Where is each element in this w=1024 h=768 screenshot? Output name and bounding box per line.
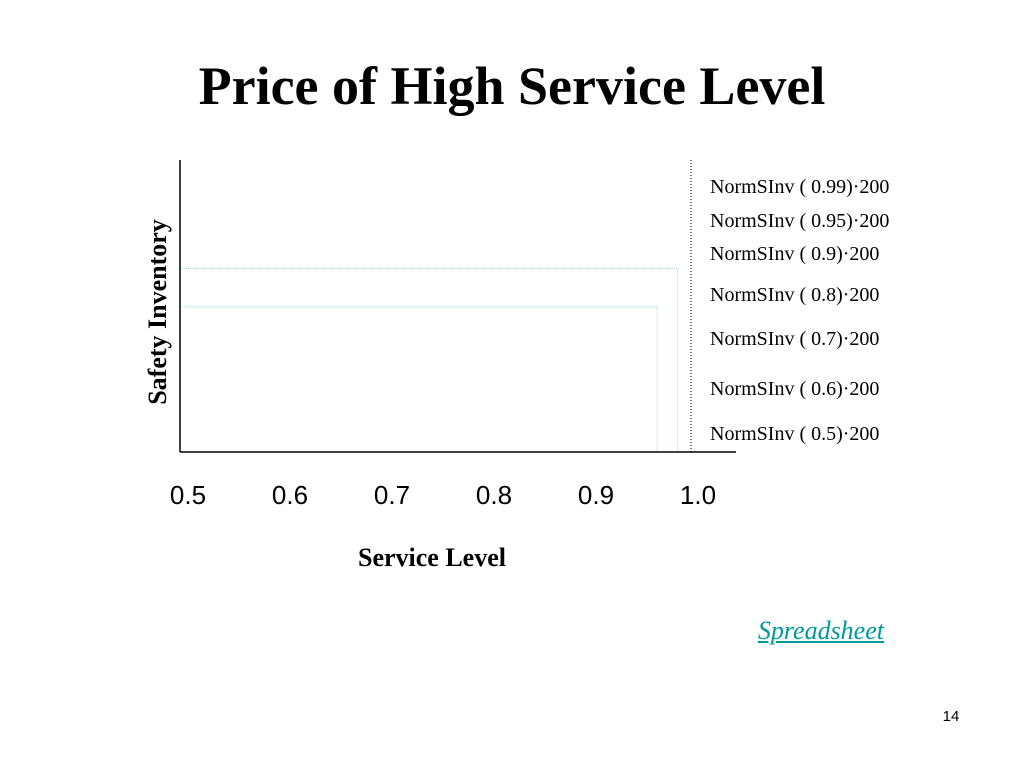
guide-line <box>180 306 658 452</box>
y-level-label: NormSInv ( 0.5)·200 <box>710 423 879 445</box>
x-tick-label: 0.7 <box>374 480 410 510</box>
spreadsheet-link[interactable]: Spreadsheet <box>757 616 884 645</box>
slide-title: Price of High Service Level <box>198 56 826 116</box>
y-level-label: NormSInv ( 0.95)·200 <box>710 210 889 232</box>
y-level-label: NormSInv ( 0.9)·200 <box>710 243 879 265</box>
x-tick-label: 1.0 <box>680 480 716 510</box>
y-level-label: NormSInv ( 0.6)·200 <box>710 378 879 400</box>
x-tick-label: 0.8 <box>476 480 512 510</box>
guide-line <box>180 267 679 452</box>
x-tick-label: 0.5 <box>170 480 206 510</box>
y-level-label: NormSInv ( 0.7)·200 <box>710 328 879 350</box>
x-tick-label: 0.6 <box>272 480 308 510</box>
y-axis-label: Safety Inventory <box>143 219 172 405</box>
page-number: 14 <box>942 708 960 725</box>
y-level-label: NormSInv ( 0.99)·200 <box>710 176 889 198</box>
y-level-label: NormSInv ( 0.8)·200 <box>710 284 879 306</box>
x-axis-label: Service Level <box>358 543 506 572</box>
x-tick-label: 0.9 <box>578 480 614 510</box>
